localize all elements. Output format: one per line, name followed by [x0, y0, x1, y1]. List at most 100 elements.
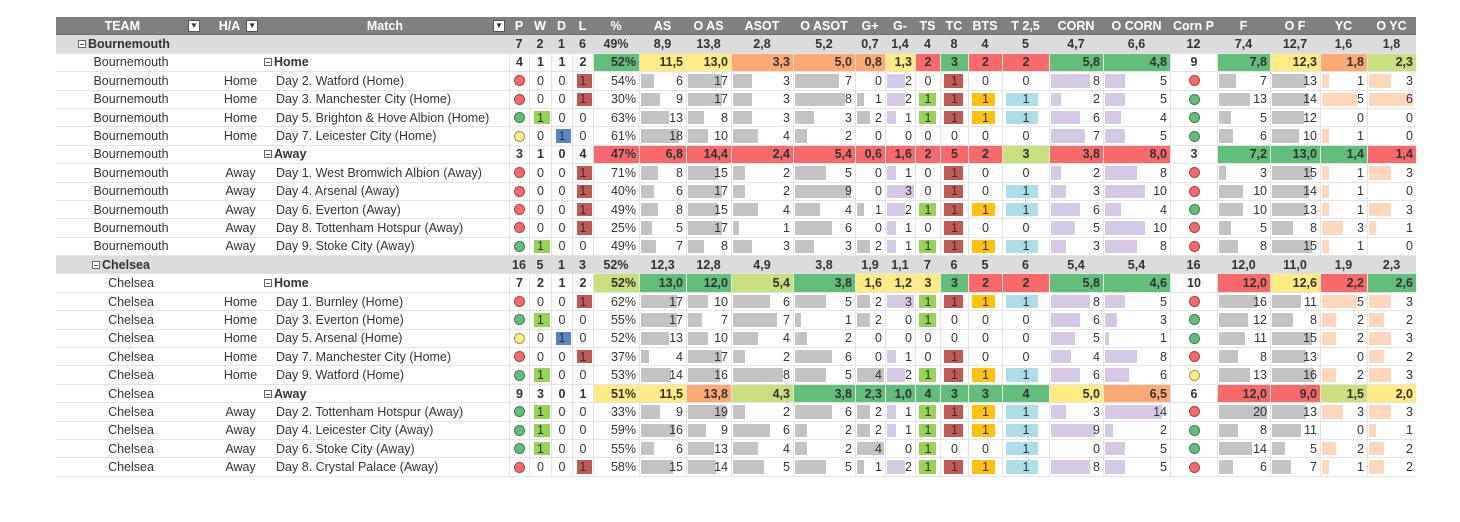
oyc-cell[interactable]: 3	[1367, 164, 1416, 182]
subtotal-gp[interactable]: 0,8	[855, 53, 885, 72]
yc-cell[interactable]: 1	[1320, 127, 1367, 145]
subtotal-as[interactable]: 6,8	[639, 145, 686, 164]
summary-oyc[interactable]: 1,8	[1367, 35, 1416, 52]
ocorn-cell[interactable]: 5	[1103, 292, 1170, 311]
subtotal-gm[interactable]: 1,0	[885, 384, 915, 403]
team-cell[interactable]: Bournemouth	[56, 146, 206, 163]
corn-p-cell[interactable]	[1170, 200, 1217, 219]
f-cell[interactable]: 14	[1217, 439, 1270, 458]
subtotal-yc[interactable]: 1,4	[1320, 145, 1367, 164]
t25-cell[interactable]: 0	[1002, 329, 1049, 348]
as-cell[interactable]: 6	[639, 439, 686, 458]
ha-cell[interactable]: Home	[206, 366, 271, 383]
ha-cell[interactable]: Away	[206, 183, 271, 200]
summary-ts[interactable]: 4	[915, 35, 940, 52]
corn-p-cell[interactable]	[1170, 182, 1217, 200]
tc-cell[interactable]: 1	[940, 72, 968, 90]
ha-cell[interactable]: Home	[206, 127, 271, 144]
result-cell[interactable]	[509, 421, 529, 439]
asot-cell[interactable]: 4	[731, 127, 793, 145]
pct-cell[interactable]: 63%	[593, 108, 639, 127]
column-header-gp[interactable]: G+	[855, 17, 885, 34]
subtotal-asot[interactable]: 2,4	[731, 145, 793, 164]
subtotal-corn[interactable]: 5,8	[1049, 53, 1103, 72]
summary-tc[interactable]: 8	[940, 35, 968, 52]
summary-of[interactable]: 12,7	[1270, 35, 1320, 52]
collapse-toggle-icon[interactable]: −	[264, 58, 272, 68]
summary-as[interactable]: 12,3	[639, 256, 686, 273]
corn-cell[interactable]: 9	[1049, 421, 1103, 439]
ha-group-cell[interactable]: − Home	[206, 274, 406, 291]
t25-cell[interactable]: 1	[1002, 292, 1049, 311]
bts-cell[interactable]: 1	[968, 458, 1002, 476]
ts-cell[interactable]: 1	[915, 90, 940, 108]
column-header-as[interactable]: AS	[639, 17, 686, 34]
gp-cell[interactable]: 0	[855, 182, 885, 200]
w-cell[interactable]: 0	[529, 90, 551, 108]
summary-pct[interactable]: 52%	[593, 256, 639, 273]
ocorn-cell[interactable]: 5	[1103, 439, 1170, 458]
team-cell[interactable]: Chelsea	[56, 385, 206, 402]
subtotal-d[interactable]: 1	[551, 53, 572, 72]
team-cell[interactable]: Bournemouth	[56, 127, 206, 144]
corn-p-cell[interactable]	[1170, 366, 1217, 384]
subtotal-yc[interactable]: 1,8	[1320, 53, 1367, 72]
tc-cell[interactable]: 1	[940, 403, 968, 421]
subtotal-yc[interactable]: 1,5	[1320, 384, 1367, 403]
oyc-cell[interactable]: 3	[1367, 403, 1416, 421]
subtotal-oyc[interactable]: 1,4	[1367, 145, 1416, 164]
collapse-toggle-icon[interactable]: −	[264, 279, 272, 289]
oyc-cell[interactable]: 0	[1367, 108, 1416, 127]
yc-cell[interactable]: 1	[1320, 200, 1367, 219]
subtotal-corn[interactable]: 3,8	[1049, 145, 1103, 164]
corn-cell[interactable]: 3	[1049, 403, 1103, 421]
l-cell[interactable]: 1	[572, 90, 593, 108]
team-cell[interactable]: Chelsea	[56, 440, 206, 457]
team-cell[interactable]: Chelsea	[56, 274, 206, 291]
f-cell[interactable]: 16	[1217, 292, 1270, 311]
subtotal-l[interactable]: 1	[572, 384, 593, 403]
collapse-toggle-icon[interactable]: −	[264, 150, 272, 160]
ts-cell[interactable]: 1	[915, 421, 940, 439]
subtotal-tc[interactable]: 3	[940, 384, 968, 403]
subtotal-tc[interactable]: 3	[940, 53, 968, 72]
oasot-cell[interactable]: 5	[793, 292, 855, 311]
gm-cell[interactable]: 0	[885, 439, 915, 458]
w-cell[interactable]: 1	[529, 403, 551, 421]
f-cell[interactable]: 8	[1217, 421, 1270, 439]
bts-cell[interactable]: 1	[968, 200, 1002, 219]
gp-cell[interactable]: 2	[855, 421, 885, 439]
d-cell[interactable]: 0	[551, 219, 572, 237]
d-cell[interactable]: 0	[551, 458, 572, 476]
pct-cell[interactable]: 61%	[593, 127, 639, 145]
oasot-cell[interactable]: 3	[793, 108, 855, 127]
asot-cell[interactable]: 4	[731, 200, 793, 219]
of-cell[interactable]: 8	[1270, 311, 1320, 329]
corn-cell[interactable]: 8	[1049, 72, 1103, 90]
of-cell[interactable]: 14	[1270, 182, 1320, 200]
d-cell[interactable]: 0	[551, 200, 572, 219]
ts-cell[interactable]: 0	[915, 348, 940, 366]
corn-cell[interactable]: 6	[1049, 200, 1103, 219]
t25-cell[interactable]: 0	[1002, 219, 1049, 237]
oyc-cell[interactable]: 3	[1367, 366, 1416, 384]
subtotal-p[interactable]: 9	[509, 384, 529, 403]
summary-w[interactable]: 5	[529, 256, 551, 273]
as-cell[interactable]: 13	[639, 329, 686, 348]
as-cell[interactable]: 6	[639, 72, 686, 90]
result-cell[interactable]	[509, 237, 529, 256]
oas-cell[interactable]: 15	[686, 200, 731, 219]
ocorn-cell[interactable]: 4	[1103, 108, 1170, 127]
match-cell[interactable]: Day 9. Watford (Home)	[271, 366, 511, 383]
corn-p-cell[interactable]	[1170, 311, 1217, 329]
match-cell[interactable]: Day 5. Arsenal (Home)	[271, 330, 511, 347]
w-cell[interactable]: 0	[529, 127, 551, 145]
team-cell[interactable]: Chelsea	[56, 293, 206, 310]
of-cell[interactable]: 11	[1270, 292, 1320, 311]
f-cell[interactable]: 13	[1217, 90, 1270, 108]
team-cell[interactable]: Bournemouth	[56, 164, 206, 181]
gm-cell[interactable]: 2	[885, 458, 915, 476]
summary-oas[interactable]: 13,8	[686, 35, 731, 52]
oas-cell[interactable]: 10	[686, 127, 731, 145]
corn-p-cell[interactable]	[1170, 292, 1217, 311]
